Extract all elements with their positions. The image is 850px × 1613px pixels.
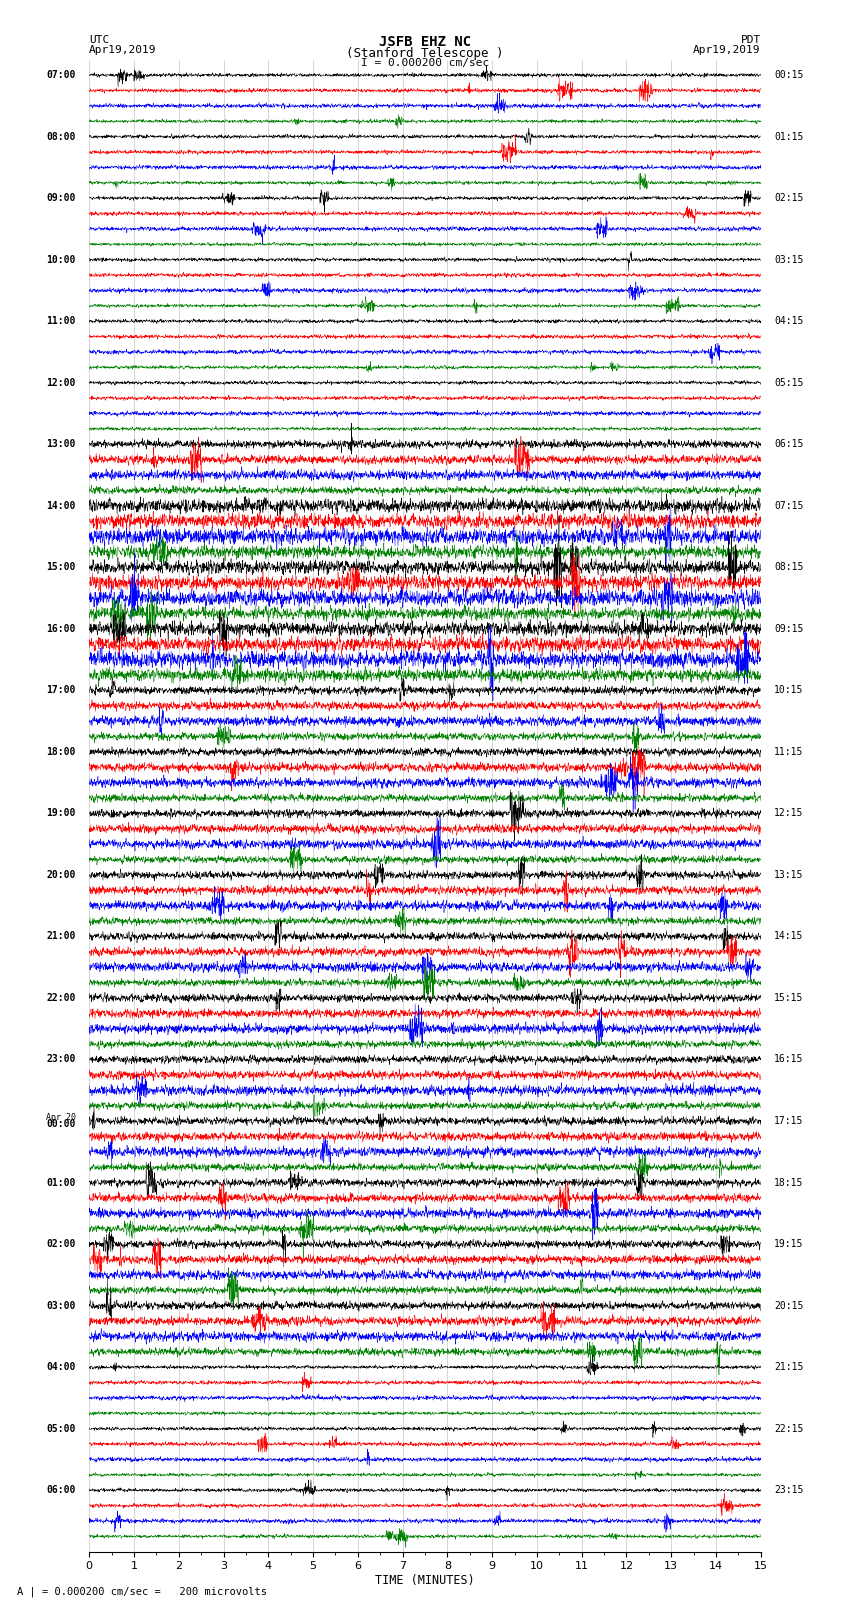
Text: 11:00: 11:00 <box>47 316 76 326</box>
Text: 09:00: 09:00 <box>47 194 76 203</box>
Text: 20:00: 20:00 <box>47 869 76 881</box>
Text: 14:00: 14:00 <box>47 500 76 511</box>
Text: 17:00: 17:00 <box>47 686 76 695</box>
Text: JSFB EHZ NC: JSFB EHZ NC <box>379 35 471 50</box>
Text: 12:15: 12:15 <box>774 808 803 818</box>
Text: 23:00: 23:00 <box>47 1055 76 1065</box>
Text: 10:15: 10:15 <box>774 686 803 695</box>
Text: 05:15: 05:15 <box>774 377 803 387</box>
Text: 00:15: 00:15 <box>774 69 803 81</box>
Text: 23:15: 23:15 <box>774 1486 803 1495</box>
Text: 02:15: 02:15 <box>774 194 803 203</box>
X-axis label: TIME (MINUTES): TIME (MINUTES) <box>375 1574 475 1587</box>
Text: 22:00: 22:00 <box>47 994 76 1003</box>
Text: 16:00: 16:00 <box>47 624 76 634</box>
Text: Apr 20: Apr 20 <box>46 1113 76 1123</box>
Text: Apr19,2019: Apr19,2019 <box>89 45 156 55</box>
Text: 09:15: 09:15 <box>774 624 803 634</box>
Text: 04:00: 04:00 <box>47 1361 76 1373</box>
Text: 00:00: 00:00 <box>47 1119 76 1129</box>
Text: 21:15: 21:15 <box>774 1361 803 1373</box>
Text: 11:15: 11:15 <box>774 747 803 756</box>
Text: I = 0.000200 cm/sec: I = 0.000200 cm/sec <box>361 58 489 68</box>
Text: 15:00: 15:00 <box>47 563 76 573</box>
Text: 22:15: 22:15 <box>774 1424 803 1434</box>
Text: PDT: PDT <box>740 35 761 45</box>
Text: 16:15: 16:15 <box>774 1055 803 1065</box>
Text: (Stanford Telescope ): (Stanford Telescope ) <box>346 47 504 60</box>
Text: 01:00: 01:00 <box>47 1177 76 1187</box>
Text: 08:15: 08:15 <box>774 563 803 573</box>
Text: 04:15: 04:15 <box>774 316 803 326</box>
Text: 06:15: 06:15 <box>774 439 803 450</box>
Text: 01:15: 01:15 <box>774 132 803 142</box>
Text: 15:15: 15:15 <box>774 994 803 1003</box>
Text: 12:00: 12:00 <box>47 377 76 387</box>
Text: Apr19,2019: Apr19,2019 <box>694 45 761 55</box>
Text: 18:00: 18:00 <box>47 747 76 756</box>
Text: 21:00: 21:00 <box>47 931 76 942</box>
Text: A | = 0.000200 cm/sec =   200 microvolts: A | = 0.000200 cm/sec = 200 microvolts <box>17 1586 267 1597</box>
Text: 14:15: 14:15 <box>774 931 803 942</box>
Text: 02:00: 02:00 <box>47 1239 76 1248</box>
Text: 13:00: 13:00 <box>47 439 76 450</box>
Text: 07:00: 07:00 <box>47 69 76 81</box>
Text: 20:15: 20:15 <box>774 1300 803 1311</box>
Text: 19:00: 19:00 <box>47 808 76 818</box>
Text: 05:00: 05:00 <box>47 1424 76 1434</box>
Text: UTC: UTC <box>89 35 110 45</box>
Text: 13:15: 13:15 <box>774 869 803 881</box>
Text: 03:15: 03:15 <box>774 255 803 265</box>
Text: 17:15: 17:15 <box>774 1116 803 1126</box>
Text: 03:00: 03:00 <box>47 1300 76 1311</box>
Text: 08:00: 08:00 <box>47 132 76 142</box>
Text: 10:00: 10:00 <box>47 255 76 265</box>
Text: 06:00: 06:00 <box>47 1486 76 1495</box>
Text: 18:15: 18:15 <box>774 1177 803 1187</box>
Text: 07:15: 07:15 <box>774 500 803 511</box>
Text: 19:15: 19:15 <box>774 1239 803 1248</box>
